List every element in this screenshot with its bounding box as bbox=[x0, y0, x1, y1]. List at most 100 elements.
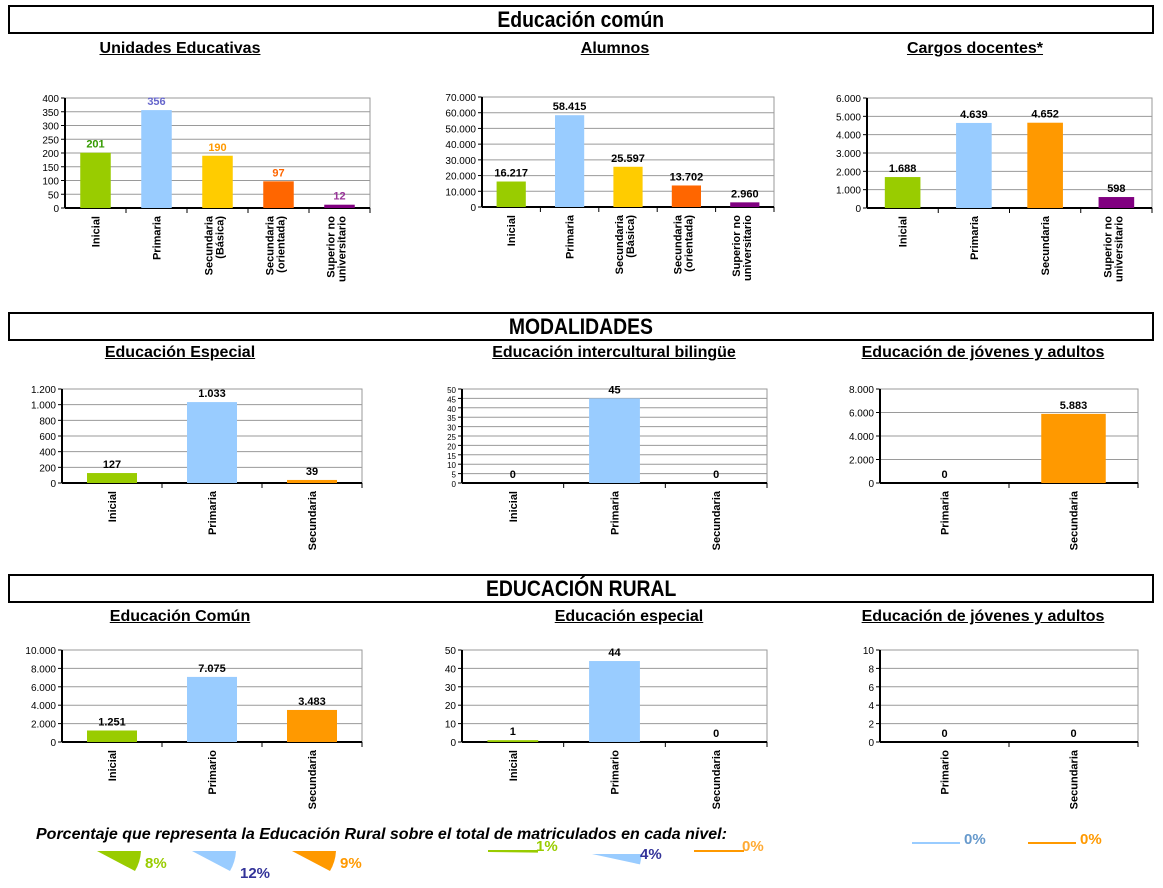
flat-wedge-line bbox=[912, 842, 960, 844]
bar-rural_comun-1 bbox=[187, 676, 237, 742]
data-label: 1.251 bbox=[98, 716, 126, 728]
category-label-line: Primaria bbox=[152, 215, 164, 260]
y-tick-label: 0 bbox=[50, 738, 56, 749]
plot-frame bbox=[64, 97, 371, 209]
data-label: 0 bbox=[713, 469, 719, 481]
category-label-line: (orientada) bbox=[276, 216, 288, 273]
pie-wedge-icon bbox=[488, 850, 538, 853]
category-label: Inicial bbox=[107, 750, 119, 781]
category-label: Primario bbox=[610, 750, 622, 795]
y-tick-label: 600 bbox=[39, 432, 56, 443]
y-tick-label: 400 bbox=[39, 448, 56, 459]
category-label: Inicial bbox=[898, 216, 910, 247]
category-label-line: Primaria bbox=[610, 490, 622, 535]
bar-cargos-2 bbox=[1027, 122, 1063, 208]
y-tick-label: 35 bbox=[447, 414, 456, 423]
data-label: 16.217 bbox=[494, 168, 528, 180]
bar-especial-1 bbox=[187, 402, 237, 483]
chart-rural_comun: 0 2.000 4.000 6.000 8.000 10.000 1.251 Inicial 7… bbox=[25, 646, 363, 809]
data-label: 44 bbox=[608, 647, 621, 659]
data-label: 0 bbox=[941, 728, 947, 740]
category-label: Secundaria bbox=[1040, 215, 1052, 275]
data-label: 25.597 bbox=[611, 153, 645, 165]
percent-value: 9% bbox=[340, 855, 362, 872]
category-label-line: Inicial bbox=[107, 491, 119, 522]
y-tick-label: 25 bbox=[447, 433, 456, 442]
plot-frame bbox=[61, 649, 363, 743]
plot-frame bbox=[461, 649, 768, 743]
y-tick-label: 8.000 bbox=[31, 664, 56, 675]
data-label: 201 bbox=[86, 139, 104, 151]
category-label-line: Secundaria bbox=[672, 214, 684, 274]
percent-value: 12% bbox=[240, 865, 271, 882]
plot-frame bbox=[481, 96, 775, 208]
category-label-line: (Básica) bbox=[215, 216, 227, 259]
category-label-line: Secundaria bbox=[614, 214, 626, 274]
category-label: Primaria bbox=[969, 215, 981, 260]
y-tick-label: 6.000 bbox=[849, 409, 874, 420]
data-label: 13.702 bbox=[670, 171, 704, 183]
category-label-line: universitario bbox=[337, 216, 349, 282]
section-title: Educación común bbox=[497, 7, 665, 32]
rural-percent-note: Porcentaje que representa la Educación R… bbox=[36, 826, 727, 843]
category-label: Secundaria bbox=[1069, 749, 1081, 809]
pie-wedge-icon bbox=[592, 854, 642, 865]
data-label: 97 bbox=[272, 167, 284, 179]
bar-alumnos-0 bbox=[496, 181, 526, 207]
category-label: Secundaria(orientada) bbox=[672, 214, 695, 274]
y-tick-label: 2.000 bbox=[31, 720, 56, 731]
data-label: 45 bbox=[608, 384, 620, 396]
y-tick-label: 30 bbox=[447, 424, 456, 433]
category-label-line: Secundaria bbox=[265, 215, 277, 275]
section-banner-comun: Educación común bbox=[8, 5, 1154, 34]
category-label-line: Secundaria bbox=[711, 749, 723, 809]
data-label: 58.415 bbox=[553, 101, 587, 113]
chart-alumnos: 0 10.000 20.000 30.000 40.000 50.000 60.000 70.… bbox=[445, 93, 775, 281]
data-label: 127 bbox=[103, 459, 121, 471]
chart-title-alumnos: Alumnos bbox=[580, 40, 650, 57]
flat-wedge-line bbox=[1028, 842, 1076, 844]
y-tick-label: 8 bbox=[868, 664, 874, 675]
chart-intercultural: 051015202530354045500Inicial45Primaria0S… bbox=[447, 384, 768, 550]
plot-frame bbox=[879, 649, 1139, 743]
y-tick-label: 6.000 bbox=[836, 94, 861, 105]
chart-rural_jovenes: 0 2 4 6 8 10 0 Primario 0 Secundaria bbox=[863, 646, 1139, 809]
y-tick-label: 20 bbox=[447, 442, 456, 451]
data-label: 12 bbox=[333, 191, 345, 203]
data-label: 190 bbox=[208, 142, 226, 154]
y-tick-label: 60.000 bbox=[445, 109, 476, 120]
category-label-line: Secundaria bbox=[204, 215, 216, 275]
category-label-line: (Básica) bbox=[625, 215, 637, 258]
category-label-line: Primaria bbox=[940, 490, 952, 535]
y-tick-label: 6.000 bbox=[31, 683, 56, 694]
category-label: Secundaria(Básica) bbox=[614, 214, 637, 274]
category-label-line: universitario bbox=[742, 215, 754, 281]
y-tick-label: 0 bbox=[868, 479, 874, 490]
data-label: 1 bbox=[510, 726, 516, 738]
pie-wedge-icon bbox=[292, 851, 336, 871]
y-tick-label: 200 bbox=[39, 463, 56, 474]
category-label: Primario bbox=[940, 750, 952, 795]
category-label-line: (orientada) bbox=[683, 215, 695, 272]
category-label: Primaria bbox=[940, 490, 952, 535]
category-label-line: Inicial bbox=[508, 491, 520, 522]
category-label-line: Secundaria bbox=[711, 490, 723, 550]
y-tick-label: 0 bbox=[855, 204, 861, 215]
y-tick-label: 15 bbox=[447, 452, 456, 461]
bar-alumnos-4 bbox=[730, 202, 760, 207]
category-label-line: Superior no bbox=[731, 215, 743, 277]
y-tick-label: 70.000 bbox=[445, 93, 476, 104]
chart-title-especial: Educación Especial bbox=[104, 344, 256, 361]
percent-value: 8% bbox=[145, 855, 167, 872]
section-title: MODALIDADES bbox=[508, 314, 654, 339]
chart-unidades: 0 50 100 150 200 250 300 350 400 201 Inicial 356 Pri… bbox=[42, 94, 371, 282]
data-label: 2.960 bbox=[731, 188, 759, 200]
bar-unidades-0 bbox=[80, 152, 111, 208]
y-tick-label: 1.200 bbox=[31, 385, 56, 396]
bar-rural_especial-1 bbox=[589, 661, 640, 742]
y-tick-label: 100 bbox=[42, 177, 59, 188]
y-tick-label: 0 bbox=[50, 479, 56, 490]
y-tick-label: 30 bbox=[445, 683, 457, 694]
category-label-line: Superior no bbox=[1102, 216, 1114, 278]
